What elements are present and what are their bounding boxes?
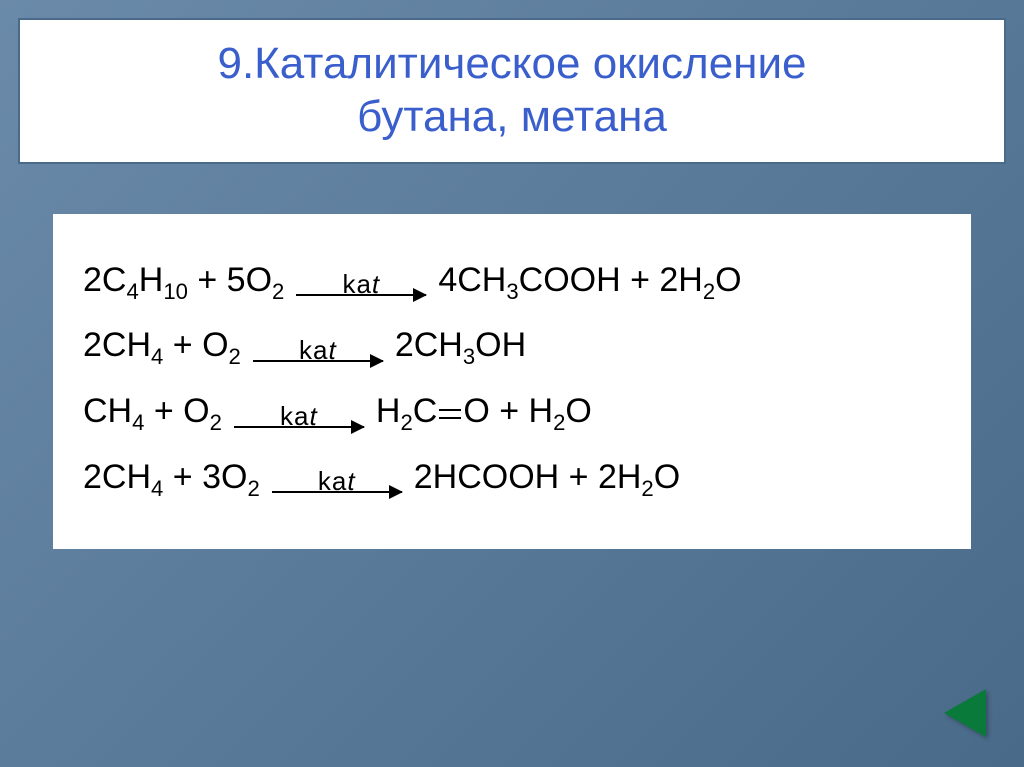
title-line-2: бутана, метана: [40, 91, 984, 144]
equation-row: 2CH4 + 3O2 kat 2HCOOH + 2H2O: [83, 458, 941, 502]
equation-rhs: 2CH3OH: [395, 326, 526, 370]
equation-lhs: 2CH4 + 3O2: [83, 458, 260, 502]
slide-container: 9.Каталитическое окисление бутана, метан…: [18, 18, 1006, 749]
reaction-arrow: kat: [234, 401, 364, 428]
reaction-arrow: kat: [296, 269, 426, 296]
title-box: 9.Каталитическое окисление бутана, метан…: [18, 18, 1006, 164]
equation-lhs: 2CH4 + O2: [83, 326, 241, 370]
reaction-arrow: kat: [272, 466, 402, 493]
equations-box: 2C4H10 + 5O2 kat 4CH3COOH + 2H2O 2CH4 + O2 k…: [53, 214, 971, 549]
equation-rhs: 2HCOOH + 2H2O: [414, 458, 680, 502]
reaction-arrow: kat: [253, 335, 383, 362]
equation-lhs: 2C4H10 + 5O2: [83, 261, 284, 305]
title-line-1: 9.Каталитическое окисление: [40, 38, 984, 91]
back-nav-button[interactable]: [944, 689, 986, 737]
equation-row: 2CH4 + O2 kat 2CH3OH: [83, 326, 941, 370]
equation-rhs: 4CH3COOH + 2H2O: [438, 261, 741, 305]
equation-lhs: CH4 + O2: [83, 392, 222, 436]
equation-rhs: H2CO + H2O: [376, 392, 592, 436]
equation-row: 2C4H10 + 5O2 kat 4CH3COOH + 2H2O: [83, 261, 941, 305]
equation-row: CH4 + O2 kat H2CO + H2O: [83, 392, 941, 436]
